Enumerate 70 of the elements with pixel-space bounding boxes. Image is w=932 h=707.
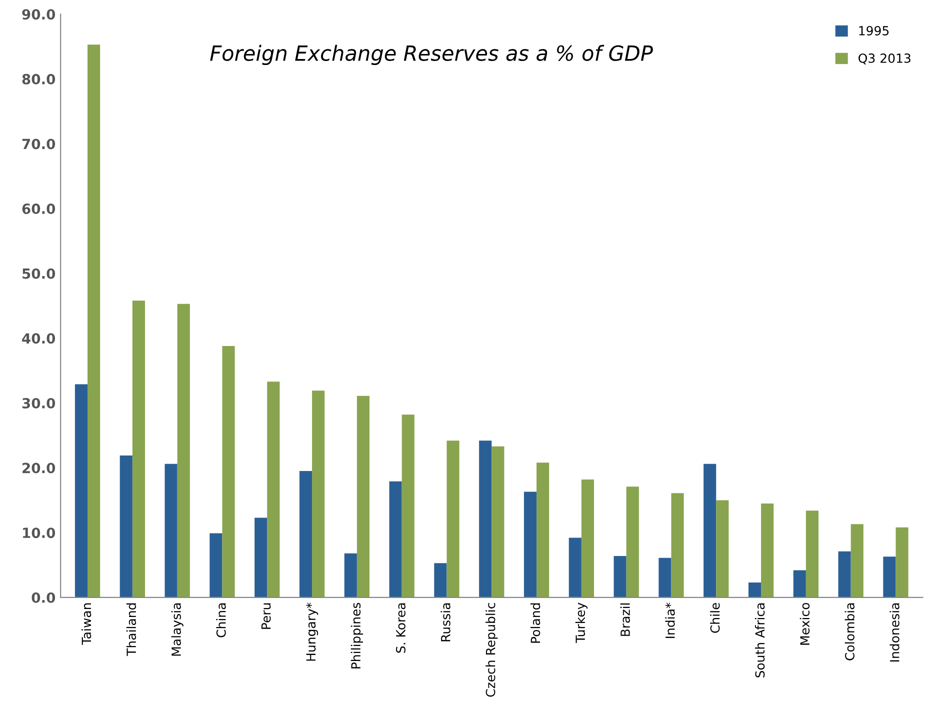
bar — [88, 44, 100, 598]
y-tick-label: 50.0 — [22, 268, 56, 279]
bar — [492, 446, 504, 598]
x-tick-label: Hungary* — [306, 602, 318, 661]
bar — [524, 492, 537, 598]
x-tick-label: Colombia — [844, 603, 854, 660]
x-tick-label: India* — [665, 602, 675, 638]
bar — [389, 481, 402, 598]
bar — [716, 500, 729, 598]
y-tick-label: 10.0 — [23, 528, 56, 538]
bar — [704, 464, 716, 598]
y-tick-label: 90.0 — [22, 9, 56, 20]
y-tick-label: 20.0 — [22, 462, 56, 474]
bar — [74, 384, 88, 598]
bar — [254, 518, 268, 598]
y-tick-label: 60.0 — [22, 204, 56, 214]
bar — [299, 471, 312, 598]
bar — [806, 510, 819, 598]
bar — [479, 440, 492, 598]
y-tick-label: 40.0 — [22, 333, 56, 344]
bar — [402, 414, 414, 598]
bar — [164, 464, 178, 598]
bar — [748, 582, 762, 598]
bar — [267, 382, 280, 598]
x-tick-label: China — [216, 603, 226, 638]
text: Foreign Exchange Reserves as a % of GDP — [210, 44, 653, 66]
x-tick-label: Chile — [710, 602, 720, 633]
bar — [446, 440, 460, 598]
legend-label: 1995 — [859, 26, 889, 36]
bar — [581, 479, 594, 598]
bar — [177, 304, 190, 598]
bar — [658, 558, 672, 598]
x-tick-label: Turkey — [575, 602, 588, 643]
bar — [344, 553, 357, 598]
bar — [896, 527, 908, 598]
x-tick-label: Thailand — [126, 603, 136, 656]
bar — [222, 346, 235, 598]
y-tick-label: 30.0 — [22, 398, 56, 408]
bar — [671, 493, 684, 598]
bar — [312, 390, 325, 598]
x-tick-label: Russia — [440, 603, 450, 642]
y-tick-label: 80.0 — [22, 74, 56, 84]
x-tick-label: Poland — [530, 603, 540, 643]
bar — [356, 396, 370, 598]
x-tick-label: S. Korea — [396, 603, 406, 653]
y-tick-label: 0.0 — [32, 592, 56, 603]
bar — [761, 503, 774, 598]
x-tick-label: South Africa — [754, 603, 765, 678]
x-tick-label: Taiwan — [81, 603, 92, 645]
x-tick-label: Mexico — [800, 602, 810, 645]
bar — [793, 570, 806, 598]
bar — [434, 563, 447, 598]
x-tick-label: Philippines — [350, 602, 363, 668]
bar — [210, 533, 222, 598]
x-tick-label: Czech Republic — [486, 603, 498, 697]
y-tick-label: 70.0 — [22, 138, 56, 150]
x-tick-label: Indonesia — [890, 603, 900, 662]
bar — [626, 486, 639, 598]
x-tick-label: Malaysia — [171, 603, 184, 656]
legend-label: Q3 2013 — [858, 53, 910, 64]
bar — [132, 300, 145, 598]
bar — [120, 455, 132, 598]
bar — [568, 538, 582, 598]
bar — [883, 556, 896, 598]
bar — [614, 556, 626, 598]
bar — [536, 462, 550, 598]
bar — [850, 524, 864, 598]
x-tick-label: Peru — [261, 603, 271, 629]
bar — [838, 551, 851, 598]
x-tick-label: Brazil — [620, 603, 630, 636]
